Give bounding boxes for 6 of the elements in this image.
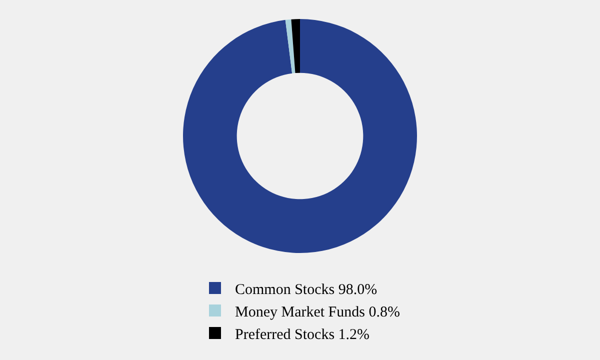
donut-slice bbox=[291, 19, 300, 73]
donut-slice bbox=[183, 19, 417, 253]
legend-label: Preferred Stocks 1.2% bbox=[235, 326, 370, 343]
legend-label: Money Market Funds 0.8% bbox=[235, 304, 400, 320]
legend-label: Common Stocks 98.0% bbox=[235, 282, 378, 298]
donut-slice bbox=[285, 19, 296, 74]
